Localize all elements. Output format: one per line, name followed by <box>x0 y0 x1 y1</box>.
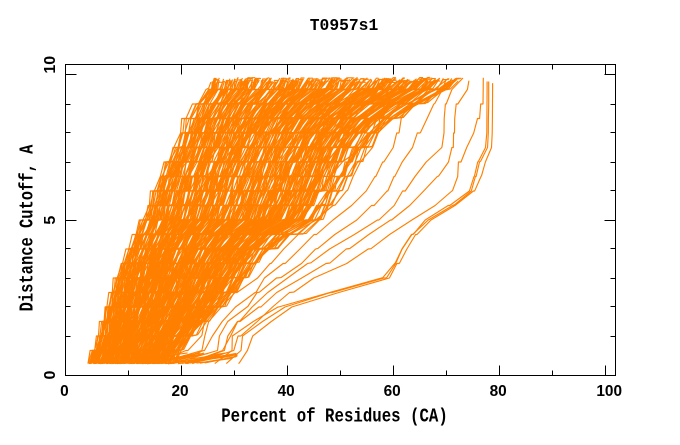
svg-text:10: 10 <box>42 56 59 74</box>
svg-text:40: 40 <box>278 383 295 400</box>
svg-text:T0957s1: T0957s1 <box>310 17 379 36</box>
svg-text:60: 60 <box>384 383 401 400</box>
svg-text:Percent of Residues (CA): Percent of Residues (CA) <box>221 406 448 428</box>
svg-text:80: 80 <box>490 383 507 400</box>
svg-text:Distance Cutoff, A: Distance Cutoff, A <box>17 144 39 311</box>
svg-text:0: 0 <box>42 370 59 379</box>
svg-text:5: 5 <box>42 216 59 225</box>
svg-text:100: 100 <box>596 383 622 400</box>
svg-text:0: 0 <box>60 383 69 400</box>
svg-text:20: 20 <box>171 383 188 400</box>
